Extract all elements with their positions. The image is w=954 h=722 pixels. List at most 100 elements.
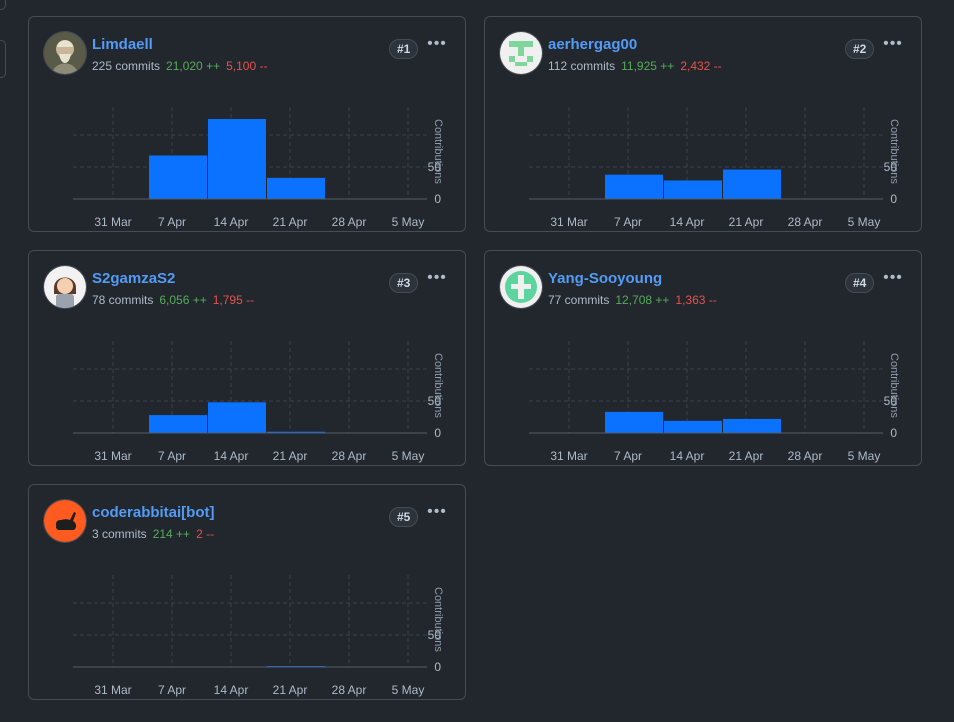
kebab-horizontal-icon: ••• xyxy=(883,35,903,52)
x-tick-label: 21 Apr xyxy=(273,215,308,229)
contributions-chart: 31 Mar 7 Apr 14 Apr 21 Apr 28 Apr 5 May 0 50Con… xyxy=(73,107,444,229)
y-tick-label: 0 xyxy=(890,426,897,440)
commit-count[interactable]: 77 commits xyxy=(548,293,610,307)
rank-badge: #3 xyxy=(389,273,419,293)
sidebar-edge-tab[interactable] xyxy=(0,0,6,10)
contribution-bar[interactable] xyxy=(605,174,663,199)
commit-count[interactable]: 225 commits xyxy=(92,59,161,73)
avatar[interactable] xyxy=(44,266,86,308)
x-tick-label: 5 May xyxy=(848,215,881,229)
rank-badge: #1 xyxy=(389,39,419,59)
contribution-bar[interactable] xyxy=(723,169,781,199)
avatar[interactable] xyxy=(500,32,542,74)
contributions-chart: 31 Mar 7 Apr 14 Apr 21 Apr 28 Apr 5 May 0 50Con… xyxy=(73,575,444,697)
x-tick-label: 7 Apr xyxy=(158,215,186,229)
y-tick-label: 0 xyxy=(434,660,441,674)
more-options-button[interactable]: ••• xyxy=(425,269,449,289)
kebab-horizontal-icon: ••• xyxy=(427,503,447,520)
avatar[interactable] xyxy=(44,500,86,542)
more-options-button[interactable]: ••• xyxy=(425,503,449,523)
contributor-card: aerhergag00 112 commits 11,925 ++ 2,432 --… xyxy=(484,16,922,232)
contributions-chart: 31 Mar 7 Apr 14 Apr 21 Apr 28 Apr 5 May 0 50Con… xyxy=(73,341,444,463)
cartoon-avatar-image xyxy=(44,266,86,308)
x-tick-label: 14 Apr xyxy=(214,683,249,697)
commit-count[interactable]: 78 commits xyxy=(92,293,154,307)
identicon-image xyxy=(500,32,542,74)
y-axis-title: Contributions xyxy=(432,587,444,652)
contributor-stats: 77 commits 12,708 ++ 1,363 -- xyxy=(548,293,717,307)
rank-badge: #5 xyxy=(389,507,419,527)
contributor-stats: 3 commits 214 ++ 2 -- xyxy=(92,527,214,541)
x-tick-label: 5 May xyxy=(392,449,425,463)
contributor-username[interactable]: Yang-Sooyoung xyxy=(548,270,663,287)
x-tick-label: 31 Mar xyxy=(94,215,131,229)
contribution-bar[interactable] xyxy=(664,420,722,433)
contributor-card: S2gamzaS2 78 commits 6,056 ++ 1,795 -- #3 … xyxy=(28,250,466,466)
commit-count[interactable]: 3 commits xyxy=(92,527,147,541)
contributor-card: Limdaell 225 commits 21,020 ++ 5,100 -- #1… xyxy=(28,16,466,232)
contribution-bar[interactable] xyxy=(149,155,207,199)
x-tick-label: 14 Apr xyxy=(214,449,249,463)
y-axis-title: Contributions xyxy=(432,353,444,418)
deletions-count: 5,100 -- xyxy=(226,59,268,73)
contributor-username[interactable]: coderabbitai[bot] xyxy=(92,504,215,521)
contribution-bar[interactable] xyxy=(267,177,325,199)
rabbit-logo-image xyxy=(44,500,86,542)
contribution-bar[interactable] xyxy=(664,180,722,199)
commit-count[interactable]: 112 commits xyxy=(548,59,616,73)
x-tick-label: 28 Apr xyxy=(332,215,367,229)
contributor-stats: 78 commits 6,056 ++ 1,795 -- xyxy=(92,293,254,307)
x-tick-label: 14 Apr xyxy=(670,215,705,229)
additions-count: 214 ++ xyxy=(152,527,191,541)
avatar[interactable] xyxy=(44,32,86,74)
contributor-card: Yang-Sooyoung 77 commits 12,708 ++ 1,363 -… xyxy=(484,250,922,466)
x-tick-label: 14 Apr xyxy=(214,215,249,229)
contributor-card: coderabbitai[bot] 3 commits 214 ++ 2 -- #5… xyxy=(28,484,466,700)
y-axis-title: Contributions xyxy=(888,353,900,418)
additions-count: 6,056 ++ xyxy=(159,293,207,307)
more-options-button[interactable]: ••• xyxy=(425,35,449,55)
x-tick-label: 21 Apr xyxy=(273,683,308,697)
x-tick-label: 28 Apr xyxy=(788,449,823,463)
x-tick-label: 7 Apr xyxy=(158,683,186,697)
identicon-image xyxy=(500,266,542,308)
y-tick-label: 50 xyxy=(428,394,442,408)
y-axis-title: Contributions xyxy=(432,119,444,184)
x-tick-label: 31 Mar xyxy=(94,683,131,697)
avatar[interactable] xyxy=(500,266,542,308)
y-tick-label: 0 xyxy=(434,426,441,440)
more-options-button[interactable]: ••• xyxy=(881,269,905,289)
deletions-count: 2,432 -- xyxy=(680,59,722,73)
kebab-horizontal-icon: ••• xyxy=(427,35,447,52)
contributor-username[interactable]: Limdaell xyxy=(92,36,153,53)
y-tick-label: 0 xyxy=(434,192,441,206)
contribution-bar[interactable] xyxy=(208,119,266,199)
deletions-count: 1,363 -- xyxy=(675,293,717,307)
x-tick-label: 31 Mar xyxy=(550,449,587,463)
y-tick-label: 50 xyxy=(884,394,898,408)
x-tick-label: 7 Apr xyxy=(614,449,642,463)
contribution-bar[interactable] xyxy=(723,418,781,433)
more-options-button[interactable]: ••• xyxy=(881,35,905,55)
contributor-username[interactable]: S2gamzaS2 xyxy=(92,270,176,287)
rank-badge: #2 xyxy=(845,39,875,59)
x-tick-label: 7 Apr xyxy=(158,449,186,463)
x-tick-label: 21 Apr xyxy=(729,449,764,463)
contribution-bar[interactable] xyxy=(605,411,663,433)
contribution-bar[interactable] xyxy=(208,402,266,433)
kebab-horizontal-icon: ••• xyxy=(883,269,903,286)
contribution-bar[interactable] xyxy=(267,431,325,433)
x-tick-label: 31 Mar xyxy=(94,449,131,463)
sidebar-edge-tab[interactable] xyxy=(0,40,6,78)
contribution-bar[interactable] xyxy=(149,415,207,433)
x-tick-label: 28 Apr xyxy=(332,683,367,697)
x-tick-label: 5 May xyxy=(392,215,425,229)
x-tick-label: 7 Apr xyxy=(614,215,642,229)
x-tick-label: 5 May xyxy=(392,683,425,697)
y-tick-label: 50 xyxy=(884,160,898,174)
additions-count: 21,020 ++ xyxy=(166,59,221,73)
contributor-username[interactable]: aerhergag00 xyxy=(548,36,638,53)
deletions-count: 1,795 -- xyxy=(212,293,255,307)
additions-count: 11,925 ++ xyxy=(621,59,675,73)
y-tick-label: 50 xyxy=(428,628,442,642)
